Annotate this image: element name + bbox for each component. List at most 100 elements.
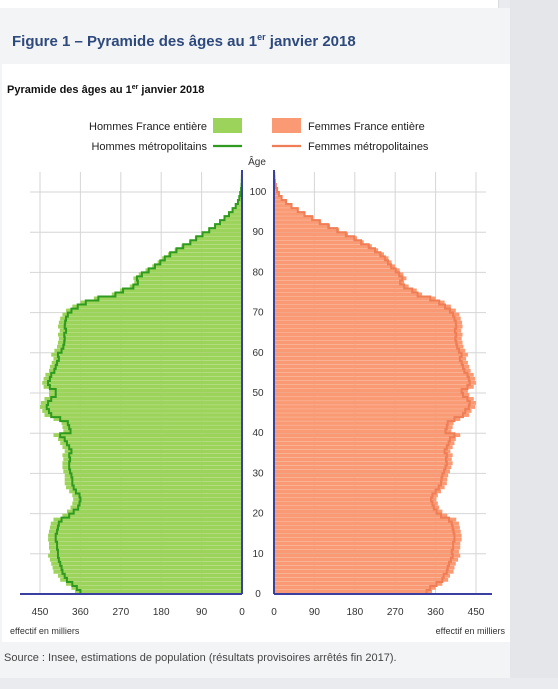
bar-women-age-55: [274, 368, 471, 373]
bar-men-age-36: [62, 445, 242, 450]
bar-men-age-78: [133, 276, 242, 281]
bar-women-age-40: [274, 429, 452, 433]
bar-women-age-76: [274, 284, 409, 289]
bar-men-age-33: [63, 457, 242, 462]
bar-women-age-39: [274, 433, 461, 438]
bar-women-age-74: [274, 292, 423, 297]
bar-women-age-86: [274, 244, 372, 249]
bar-women-age-29: [274, 473, 449, 478]
bar-women-age-51: [274, 384, 474, 389]
bar-men-age-50: [48, 388, 242, 393]
bar-men-age-74: [111, 292, 242, 297]
bar-men-age-4: [57, 573, 243, 578]
bar-women-age-21: [274, 505, 440, 510]
bar-men-age-17: [50, 521, 243, 526]
bar-men-age-6: [52, 565, 242, 570]
bar-women-age-24: [274, 493, 438, 498]
bar-men-age-46: [40, 405, 242, 409]
bar-men-age-27: [64, 481, 242, 486]
bar-men-age-0: [75, 589, 242, 594]
bar-men-age-48: [44, 397, 242, 401]
bar-men-age-63: [58, 336, 242, 341]
bar-women-age-67: [274, 320, 463, 325]
bar-women-age-19: [274, 513, 448, 518]
bar-men-age-71: [72, 304, 242, 309]
y-tick-label: 30: [252, 468, 264, 479]
x-tick-label-right: 180: [346, 607, 363, 618]
bar-women-age-31: [274, 465, 452, 470]
bar-women-age-100: [274, 187, 278, 192]
bar-men-age-94: [228, 212, 242, 216]
bar-women-age-13: [274, 537, 462, 542]
bar-men-age-87: [189, 240, 242, 245]
bar-women-age-34: [274, 453, 453, 458]
bar-men-age-25: [69, 489, 242, 494]
bar-women-age-98: [274, 196, 283, 200]
y-tick-label: 10: [252, 549, 264, 560]
bar-women-age-16: [274, 525, 460, 530]
bar-men-age-42: [61, 421, 243, 425]
bar-women-age-61: [274, 344, 464, 349]
bar-women-age-20: [274, 509, 443, 514]
y-tick-label: 80: [252, 267, 264, 278]
bar-men-age-19: [62, 513, 242, 518]
bar-women-age-58: [274, 356, 467, 361]
bar-men-age-92: [219, 220, 242, 224]
bar-women-age-85: [274, 248, 379, 253]
bar-women-age-30: [274, 469, 450, 474]
bar-women-age-42: [274, 421, 454, 425]
bar-men-age-76: [129, 284, 242, 289]
bar-women-age-45: [274, 409, 472, 413]
y-tick-label: 20: [252, 509, 264, 520]
legend: Hommes France entière Hommes métropolita…: [89, 118, 429, 153]
bar-women-age-77: [274, 280, 405, 285]
bar-women-age-65: [274, 328, 462, 333]
bar-women-age-4: [274, 573, 450, 578]
bar-women-age-87: [274, 240, 364, 245]
bar-women-age-93: [274, 216, 314, 220]
bar-men-age-61: [57, 344, 243, 349]
bar-men-age-68: [60, 316, 243, 321]
bar-men-age-11: [48, 545, 242, 550]
y-tick-label: 90: [252, 227, 264, 238]
bar-men-age-85: [174, 248, 242, 253]
bar-men-age-72: [80, 300, 243, 305]
line-femmes-metro: [273, 171, 471, 594]
bar-men-age-64: [57, 332, 243, 337]
right-shade: [510, 0, 558, 689]
bar-men-age-28: [64, 477, 242, 482]
bar-women-age-95: [274, 208, 299, 212]
bar-men-age-89: [201, 232, 242, 237]
bar-women-age-59: [274, 352, 468, 357]
bar-women-age-70: [274, 308, 456, 313]
y-tick-label: 50: [252, 388, 264, 399]
bar-women-age-66: [274, 324, 463, 329]
bar-women-age-92: [274, 220, 322, 224]
legend-label-femmes-metro: Femmes métropolitaines: [308, 141, 429, 153]
bar-women-age-50: [274, 388, 468, 393]
bar-men-age-13: [48, 537, 242, 542]
bar-women-age-96: [274, 204, 292, 208]
bar-men-age-65: [59, 328, 242, 333]
bar-men-age-22: [72, 501, 242, 506]
bar-men-age-21: [70, 505, 242, 510]
bar-men-age-40: [63, 429, 242, 433]
bar-men-age-97: [237, 200, 242, 204]
bar-men-age-39: [53, 433, 242, 438]
bar-women-age-68: [274, 316, 461, 321]
bar-women-age-49: [274, 393, 470, 397]
bar-women-age-94: [274, 212, 306, 216]
line-hommes-metro: [45, 171, 243, 594]
bar-women-age-32: [274, 461, 453, 466]
bar-women-age-10: [274, 549, 459, 554]
bar-men-age-49: [48, 393, 242, 397]
bar-women-age-73: [274, 296, 436, 301]
legend-swatch-femmes-france: [272, 118, 301, 133]
x-tick-label-right: 90: [309, 607, 321, 618]
bar-women-age-17: [274, 521, 459, 526]
bar-women-age-9: [274, 553, 461, 558]
bar-men-age-24: [72, 493, 242, 498]
bar-women-age-38: [274, 437, 456, 442]
bar-men-age-18: [53, 517, 242, 522]
